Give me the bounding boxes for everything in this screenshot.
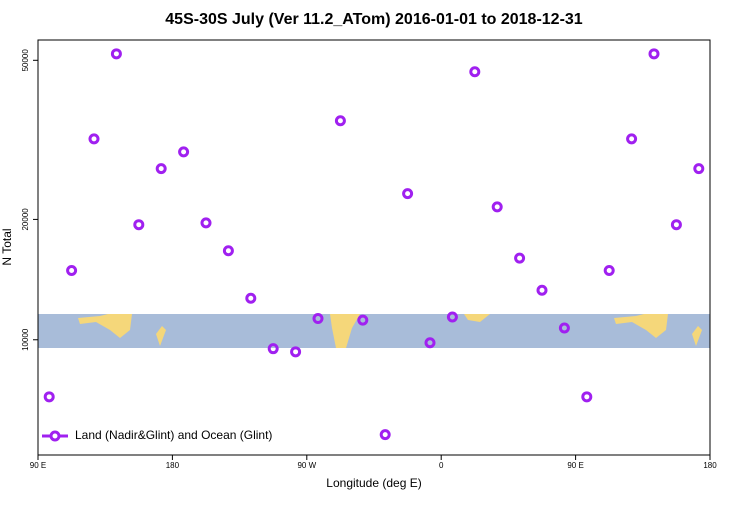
point xyxy=(693,163,705,175)
x-tick-label: 180 xyxy=(703,461,717,470)
legend-marker xyxy=(49,430,61,442)
point xyxy=(469,66,481,78)
point xyxy=(88,133,100,145)
point xyxy=(357,314,369,326)
point xyxy=(581,391,593,403)
point xyxy=(178,146,190,158)
x-tick-label: 90 E xyxy=(567,461,583,470)
point xyxy=(312,313,324,325)
point xyxy=(200,217,212,229)
point xyxy=(491,201,503,213)
point xyxy=(670,219,682,231)
point xyxy=(424,337,436,349)
point xyxy=(536,284,548,296)
x-tick-label: 180 xyxy=(166,461,180,470)
x-axis-label: Longitude (deg E) xyxy=(326,476,421,490)
point xyxy=(155,163,167,175)
point xyxy=(222,245,234,257)
point xyxy=(514,252,526,264)
map-strip xyxy=(38,314,710,348)
point xyxy=(43,391,55,403)
point xyxy=(334,115,346,127)
point xyxy=(603,265,615,277)
y-tick-label: 20000 xyxy=(21,208,30,231)
point xyxy=(110,48,122,60)
legend-label: Land (Nadir&Glint) and Ocean (Glint) xyxy=(75,428,272,442)
y-tick-label: 10000 xyxy=(21,328,30,351)
point xyxy=(402,188,414,200)
point xyxy=(66,265,78,277)
point xyxy=(245,292,257,304)
point xyxy=(558,322,570,334)
point xyxy=(379,429,391,441)
x-tick-label: 90 W xyxy=(297,461,316,470)
plot-frame xyxy=(37,39,711,456)
y-axis-label: N Total xyxy=(0,228,14,265)
point xyxy=(626,133,638,145)
point xyxy=(133,219,145,231)
y-tick-label: 50000 xyxy=(21,49,30,72)
point xyxy=(648,48,660,60)
x-tick-label: 90 E xyxy=(30,461,46,470)
chart-title: 45S-30S July (Ver 11.2_ATom) 2016-01-01 … xyxy=(165,11,583,28)
x-tick-label: 0 xyxy=(439,461,444,470)
point xyxy=(446,311,458,323)
point xyxy=(290,346,302,358)
point xyxy=(267,343,279,355)
